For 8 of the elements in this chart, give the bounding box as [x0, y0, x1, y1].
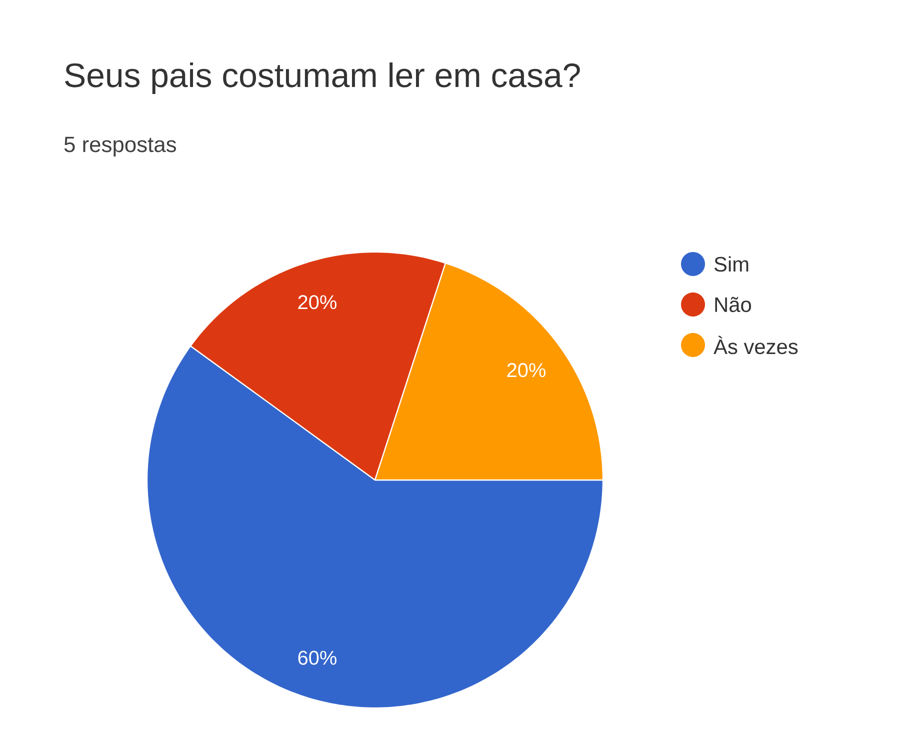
legend-label: Às vezes: [714, 336, 798, 354]
legend-label: Sim: [714, 256, 748, 272]
legend-label: Não: [715, 296, 752, 312]
chart-title: Seus pais costumam ler em casa?: [65, 62, 580, 94]
data-label: 60%: [298, 650, 336, 665]
data-label: 20%: [507, 363, 546, 378]
chart-subtitle: 5 respostas: [64, 136, 176, 157]
data-label: 20%: [298, 295, 336, 310]
